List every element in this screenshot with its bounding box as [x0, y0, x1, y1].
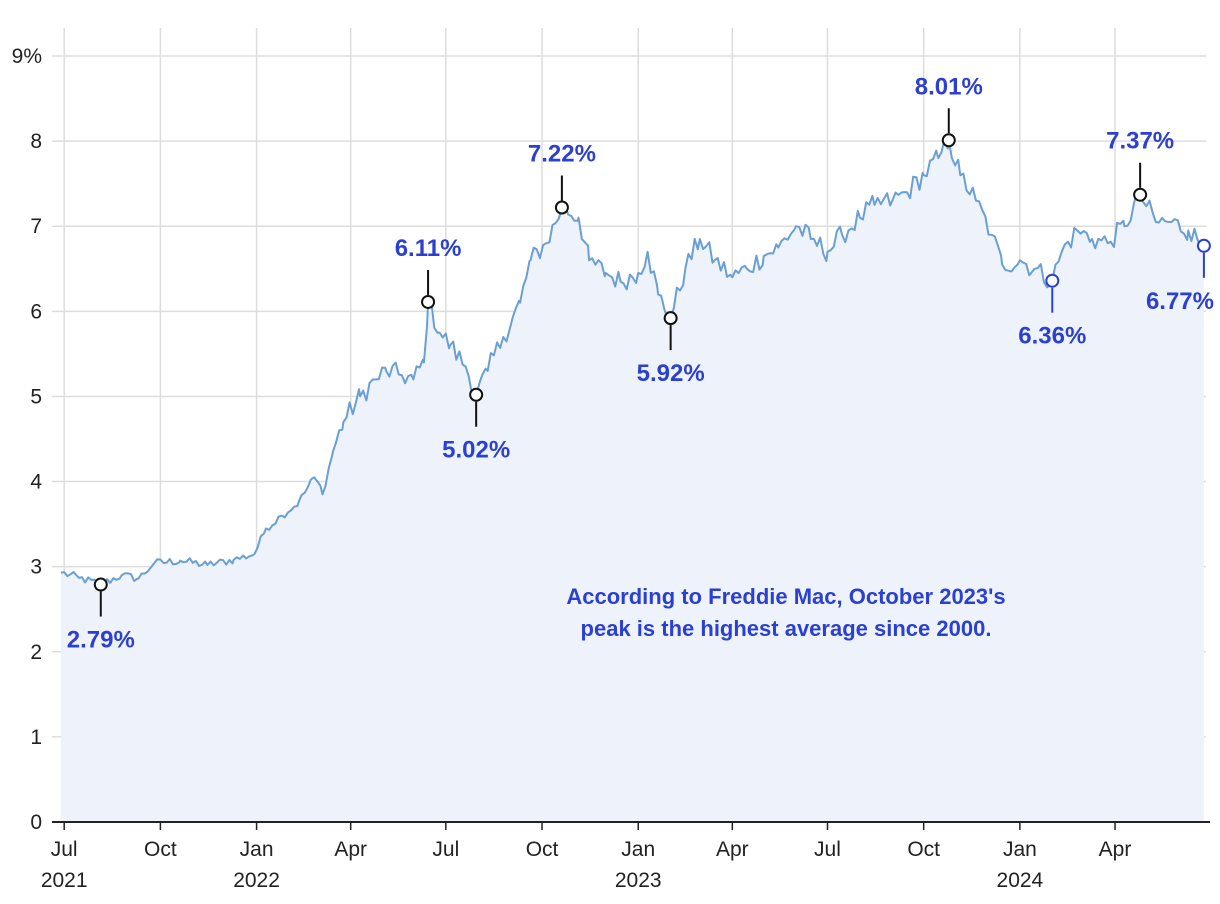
callout-marker: [93, 577, 108, 592]
y-axis: 0 1 2 3 4 5 6 7 8 9%: [12, 45, 43, 834]
x-tick-year: 2022: [233, 869, 280, 892]
x-tick-month: Jul: [432, 838, 459, 861]
x-tick-month: Jul: [814, 838, 841, 861]
callout-marker: [421, 294, 436, 309]
y-tick-label: 5: [30, 385, 42, 408]
x-tick-month: Apr: [334, 838, 367, 861]
x-tick-month: Oct: [526, 838, 559, 861]
y-tick-label: 2: [30, 641, 42, 664]
callout-label: 7.22%: [528, 140, 596, 167]
note-line: peak is the highest average since 2000.: [581, 616, 992, 641]
callout-marker: [1045, 273, 1060, 288]
x-tick-month: Jul: [51, 838, 78, 861]
callout-label: 8.01%: [915, 73, 983, 100]
series-line: [60, 137, 1205, 586]
callout-label: 7.37%: [1106, 128, 1174, 155]
y-tick-label: 9%: [12, 45, 42, 68]
x-tick-month: Oct: [144, 838, 177, 861]
y-tick-label: 4: [30, 471, 42, 494]
x-tick-year: 2024: [997, 869, 1044, 892]
x-tick-year: 2021: [41, 869, 88, 892]
callout-marker: [663, 311, 678, 326]
callout-label: 6.36%: [1018, 323, 1086, 350]
callout-label: 5.92%: [637, 360, 705, 387]
y-tick-label: 0: [30, 811, 42, 834]
x-axis: Jul 2021 Oct Jan 2022 Apr Jul Oct Jan 2023 Apr Jul O…: [41, 821, 1210, 892]
y-tick-label: 1: [30, 726, 42, 749]
y-tick-label: 6: [30, 300, 42, 323]
callout-marker: [554, 200, 569, 215]
y-tick-label: 8: [30, 130, 42, 153]
callout-label: 6.77%: [1146, 288, 1214, 315]
callout-marker: [941, 133, 956, 148]
area-layer: [60, 137, 1205, 823]
annotation-note: According to Freddie Mac, October 2023's…: [566, 584, 1005, 641]
x-tick-year: 2023: [615, 869, 662, 892]
note-line: According to Freddie Mac, October 2023's: [566, 584, 1005, 609]
x-tick-month: Jan: [1003, 838, 1037, 861]
callout-marker: [1196, 238, 1211, 253]
callout-marker: [469, 387, 484, 402]
callout-label: 5.02%: [442, 437, 510, 464]
y-tick-label: 7: [30, 215, 42, 238]
callout-marker: [1133, 187, 1148, 202]
x-tick-month: Oct: [907, 838, 940, 861]
x-tick-month: Apr: [1099, 838, 1132, 861]
x-tick-month: Jan: [621, 838, 655, 861]
x-tick-month: Apr: [716, 838, 749, 861]
x-tick-month: Jan: [240, 838, 274, 861]
callout-label: 6.11%: [395, 235, 462, 262]
series-area: [61, 138, 1204, 823]
callout-label: 2.79%: [67, 627, 135, 654]
callouts: 2.79% 6.11% 5.02% 7.22% 5.92% 8.01% 6.36% 7.37%…: [67, 73, 1214, 653]
y-tick-label: 3: [30, 556, 42, 579]
